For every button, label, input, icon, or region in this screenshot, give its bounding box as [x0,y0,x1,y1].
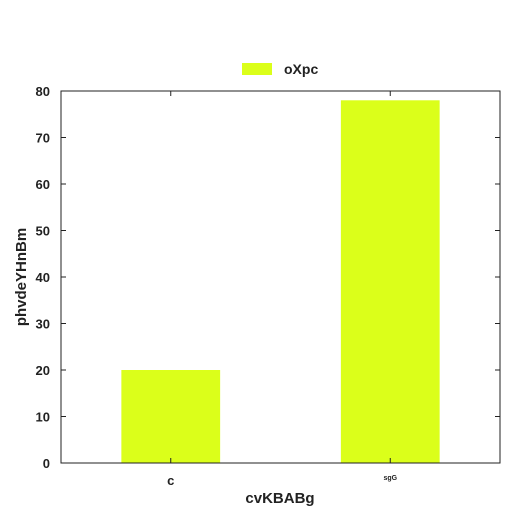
x-tick-label: c [167,473,174,488]
y-tick-label: 60 [36,177,50,192]
y-tick-label: 70 [36,131,50,146]
y-tick-label: 50 [36,224,50,239]
x-axis-title: cvKBABg [245,490,314,507]
bar-c [121,370,221,463]
legend: oXpc [242,61,318,77]
y-tick-label: 0 [43,456,50,471]
bar-sgG [340,100,440,464]
y-tick-label: 40 [36,270,50,285]
legend-swatch [242,63,272,75]
x-axis: c sgG [167,91,398,488]
y-tick-label: 10 [36,410,50,425]
y-axis: 0 10 20 30 40 50 60 70 80 [36,84,500,471]
y-tick-label: 30 [36,317,50,332]
x-tick-label: sgG [383,475,397,482]
y-axis-title: phvdeYHnBm [13,228,30,326]
y-tick-label: 20 [36,363,50,378]
legend-label-oXpc: oXpc [284,61,318,77]
y-tick-label: 80 [36,84,50,99]
bars [121,100,440,464]
